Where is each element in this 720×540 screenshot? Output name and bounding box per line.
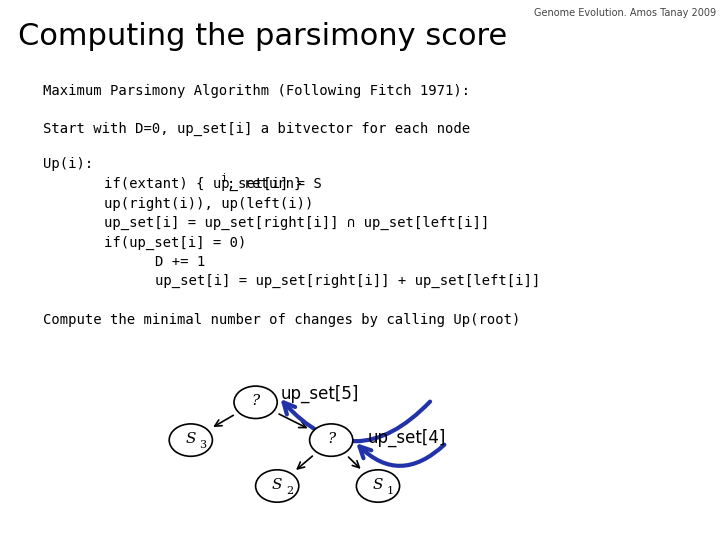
Text: up(right(i)), up(left(i)): up(right(i)), up(left(i)) xyxy=(104,197,314,211)
Text: Up(i):: Up(i): xyxy=(43,157,94,171)
Circle shape xyxy=(256,470,299,502)
Text: if(up_set[i] = 0): if(up_set[i] = 0) xyxy=(104,235,247,249)
Text: up_set[i] = up_set[right[i]] ∩ up_set[left[i]]: up_set[i] = up_set[right[i]] ∩ up_set[le… xyxy=(104,216,490,230)
Text: ; return}: ; return} xyxy=(227,177,302,191)
Circle shape xyxy=(356,470,400,502)
Text: ?: ? xyxy=(327,432,336,446)
Text: up_set[5]: up_set[5] xyxy=(281,385,359,403)
Text: D += 1: D += 1 xyxy=(155,255,205,269)
Text: up_set[4]: up_set[4] xyxy=(367,428,446,447)
Circle shape xyxy=(169,424,212,456)
Text: S: S xyxy=(186,432,196,446)
Text: Start with D=0, up_set[i] a bitvector for each node: Start with D=0, up_set[i] a bitvector fo… xyxy=(43,122,470,136)
Text: Compute the minimal number of changes by calling Up(root): Compute the minimal number of changes by… xyxy=(43,313,521,327)
Text: up_set[i] = up_set[right[i]] + up_set[left[i]]: up_set[i] = up_set[right[i]] + up_set[le… xyxy=(155,274,540,288)
Text: ?: ? xyxy=(251,394,260,408)
Text: if(extant) { up_set[i] = S: if(extant) { up_set[i] = S xyxy=(104,177,322,191)
Text: Computing the parsimony score: Computing the parsimony score xyxy=(18,22,508,51)
Text: 1: 1 xyxy=(387,487,394,496)
Text: i: i xyxy=(221,173,228,183)
Text: S: S xyxy=(373,478,383,492)
Circle shape xyxy=(234,386,277,418)
Text: 2: 2 xyxy=(286,487,293,496)
Text: Genome Evolution. Amos Tanay 2009: Genome Evolution. Amos Tanay 2009 xyxy=(534,8,716,18)
Text: S: S xyxy=(272,478,282,492)
Circle shape xyxy=(310,424,353,456)
Text: 3: 3 xyxy=(199,441,207,450)
Text: Maximum Parsimony Algorithm (Following Fitch 1971):: Maximum Parsimony Algorithm (Following F… xyxy=(43,84,470,98)
